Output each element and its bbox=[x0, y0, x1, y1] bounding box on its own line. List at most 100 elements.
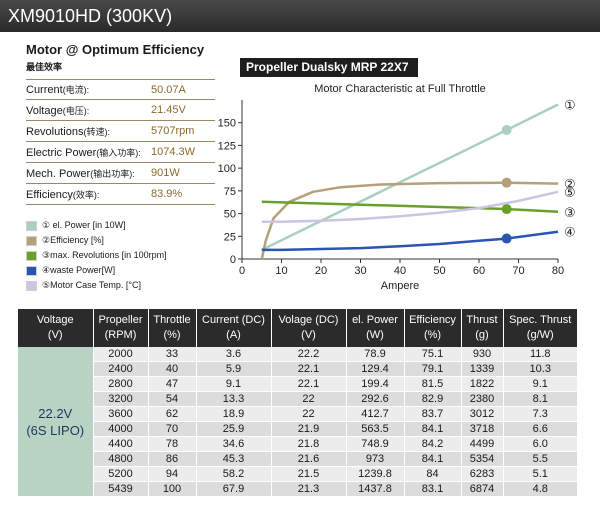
x-tick-label: 40 bbox=[394, 265, 406, 277]
table-cell: 94 bbox=[147, 466, 196, 483]
spec-label-en: Current bbox=[26, 84, 63, 96]
series-end-label-4: ④ bbox=[564, 226, 576, 241]
spec-label: Mech. Power(输出功率): bbox=[26, 167, 151, 180]
header-line-1: Efficiency bbox=[409, 314, 456, 326]
table-cell: 2400 bbox=[92, 361, 148, 378]
table-row: 2400 40 5.9 22.1 129.4 79.1 1339 10.3 bbox=[18, 361, 577, 378]
chart-legend: ① el. Power [in 10W] ②Efficiency [%] ③ma… bbox=[26, 218, 167, 293]
motor-characteristic-chart: Motor Characteristic at Full Throttle 0 25… bbox=[218, 83, 576, 292]
table-row: 5439 100 67.9 21.3 1437.8 83.1 6874 4.8 bbox=[18, 481, 577, 498]
table-cell: 4499 bbox=[460, 436, 503, 453]
header-line-2: (g/W) bbox=[526, 329, 554, 341]
table-cell: 13.3 bbox=[195, 391, 271, 408]
header-line-1: Spec. Thrust bbox=[509, 314, 572, 326]
table-cell: 1239.8 bbox=[345, 466, 404, 483]
spec-value: 83.9% bbox=[151, 188, 183, 200]
header-line-2: (RPM) bbox=[104, 329, 137, 341]
y-tick-label: 150 bbox=[218, 118, 236, 130]
table-cell: 3600 bbox=[92, 406, 148, 423]
table-cell: 83.1 bbox=[403, 481, 461, 498]
table-cell: 22.1 bbox=[270, 376, 346, 393]
spec-label-en: Mech. Power bbox=[26, 167, 91, 180]
spec-table: Current(电流): 50.07A Voltage(电压): 21.45V … bbox=[26, 79, 215, 205]
table-header-row: Voltage (V) Propeller (RPM) Throttle (%) Cu… bbox=[18, 309, 577, 347]
table-cell: 67.9 bbox=[195, 481, 271, 498]
x-tick-label: 0 bbox=[239, 265, 245, 277]
table-cell: 78.9 bbox=[345, 347, 404, 363]
header-line-2: (g) bbox=[475, 329, 489, 341]
table-cell: 45.3 bbox=[195, 451, 271, 468]
spec-label: Electric Power(输入功率): bbox=[26, 146, 151, 159]
series-line-1 bbox=[261, 103, 559, 252]
legend-label: ③max. Revolutions [in 100rpm] bbox=[42, 250, 167, 260]
table-cell: 22 bbox=[270, 406, 346, 423]
table-cell: 22.2 bbox=[270, 347, 346, 363]
table-cell: 1437.8 bbox=[345, 481, 404, 498]
table-cell: 54 bbox=[147, 391, 196, 408]
spec-label: Efficiency(效率): bbox=[26, 188, 151, 201]
table-cell: 84 bbox=[403, 466, 461, 483]
series-line-4 bbox=[261, 230, 559, 252]
page-header: XM9010HD (300KV) bbox=[0, 0, 600, 32]
legend-label: ②Efficiency [%] bbox=[42, 235, 104, 245]
spec-row-voltage: Voltage(电压): 21.45V bbox=[26, 100, 215, 121]
voltage-value: 22.2V bbox=[38, 405, 73, 421]
battery-type: (6S LIPO) bbox=[26, 422, 85, 438]
table-cell: 10.3 bbox=[502, 361, 577, 378]
header-current: Current (DC) (A) bbox=[195, 309, 271, 347]
spec-label-cn: (效率): bbox=[72, 189, 100, 200]
spec-label: Voltage(电压): bbox=[26, 104, 151, 117]
table-row: 4400 78 34.6 21.8 748.9 84.2 4499 6.0 bbox=[18, 436, 577, 453]
spec-label-en: Efficiency bbox=[26, 188, 73, 201]
table-cell: 70 bbox=[147, 421, 196, 438]
table-cell: 199.4 bbox=[345, 376, 404, 393]
table-cell: 33 bbox=[147, 347, 196, 363]
header-line-2: (%) bbox=[163, 329, 181, 341]
table-cell: 6874 bbox=[460, 481, 503, 498]
table-cell: 84.2 bbox=[403, 436, 461, 453]
table-cell: 9.1 bbox=[502, 376, 577, 393]
performance-table: Voltage (V) Propeller (RPM) Throttle (%) Cu… bbox=[18, 309, 577, 498]
spec-value: 5707rpm bbox=[151, 125, 195, 137]
spec-row-electric-power: Electric Power(输入功率): 1074.3W bbox=[26, 142, 215, 163]
table-body: 22.2V (6S LIPO) 2000 33 3.6 22.2 78.9 75.1 930 11… bbox=[18, 347, 577, 498]
series-line-3 bbox=[261, 200, 559, 214]
table-cell: 6283 bbox=[460, 466, 503, 483]
table-cell: 58.2 bbox=[195, 466, 271, 483]
spec-label-en: Electric Power bbox=[26, 146, 97, 159]
table-cell: 973 bbox=[345, 451, 404, 468]
spec-row-mech-power: Mech. Power(输出功率): 901W bbox=[26, 163, 215, 184]
spec-value: 901W bbox=[151, 167, 180, 179]
spec-label-cn: (电流): bbox=[62, 85, 90, 95]
x-axis-label: Ampere bbox=[381, 280, 420, 292]
series-marker-1 bbox=[501, 124, 512, 135]
table-cell: 34.6 bbox=[195, 436, 271, 453]
header-volage: Volage (DC) (V) bbox=[270, 309, 346, 347]
spec-row-revolutions: Revolutions(转速): 5707rpm bbox=[26, 121, 215, 142]
header-el-power: el. Power (W) bbox=[345, 309, 404, 347]
table-cell: 22.1 bbox=[270, 361, 346, 378]
spec-value: 21.45V bbox=[151, 104, 186, 116]
spec-label-en: Voltage bbox=[26, 104, 63, 117]
table-cell: 748.9 bbox=[345, 436, 404, 453]
table-cell: 84.1 bbox=[403, 451, 461, 468]
table-cell: 100 bbox=[147, 481, 196, 498]
table-cell: 412.7 bbox=[345, 406, 404, 423]
header-propeller: Propeller (RPM) bbox=[92, 309, 148, 347]
legend-label: ① el. Power [in 10W] bbox=[42, 220, 126, 230]
table-cell: 82.9 bbox=[403, 391, 461, 408]
y-tick-label: 75 bbox=[224, 186, 236, 198]
x-tick-label: 80 bbox=[552, 265, 564, 277]
y-tick-label: 50 bbox=[224, 209, 236, 221]
header-line-1: Voltage bbox=[36, 314, 74, 326]
table-cell: 21.6 bbox=[270, 451, 346, 468]
spec-label: Current(电流): bbox=[26, 83, 151, 96]
x-tick-label: 70 bbox=[512, 265, 524, 277]
propeller-banner: Propeller Dualsky MRP 22X7 bbox=[240, 58, 418, 77]
table-cell: 5354 bbox=[460, 451, 503, 468]
header-line-2: (%) bbox=[423, 329, 442, 341]
table-cell: 11.8 bbox=[502, 347, 577, 363]
table-cell: 2380 bbox=[460, 391, 503, 408]
table-cell: 4.8 bbox=[502, 481, 577, 498]
table-cell: 2800 bbox=[92, 376, 148, 393]
